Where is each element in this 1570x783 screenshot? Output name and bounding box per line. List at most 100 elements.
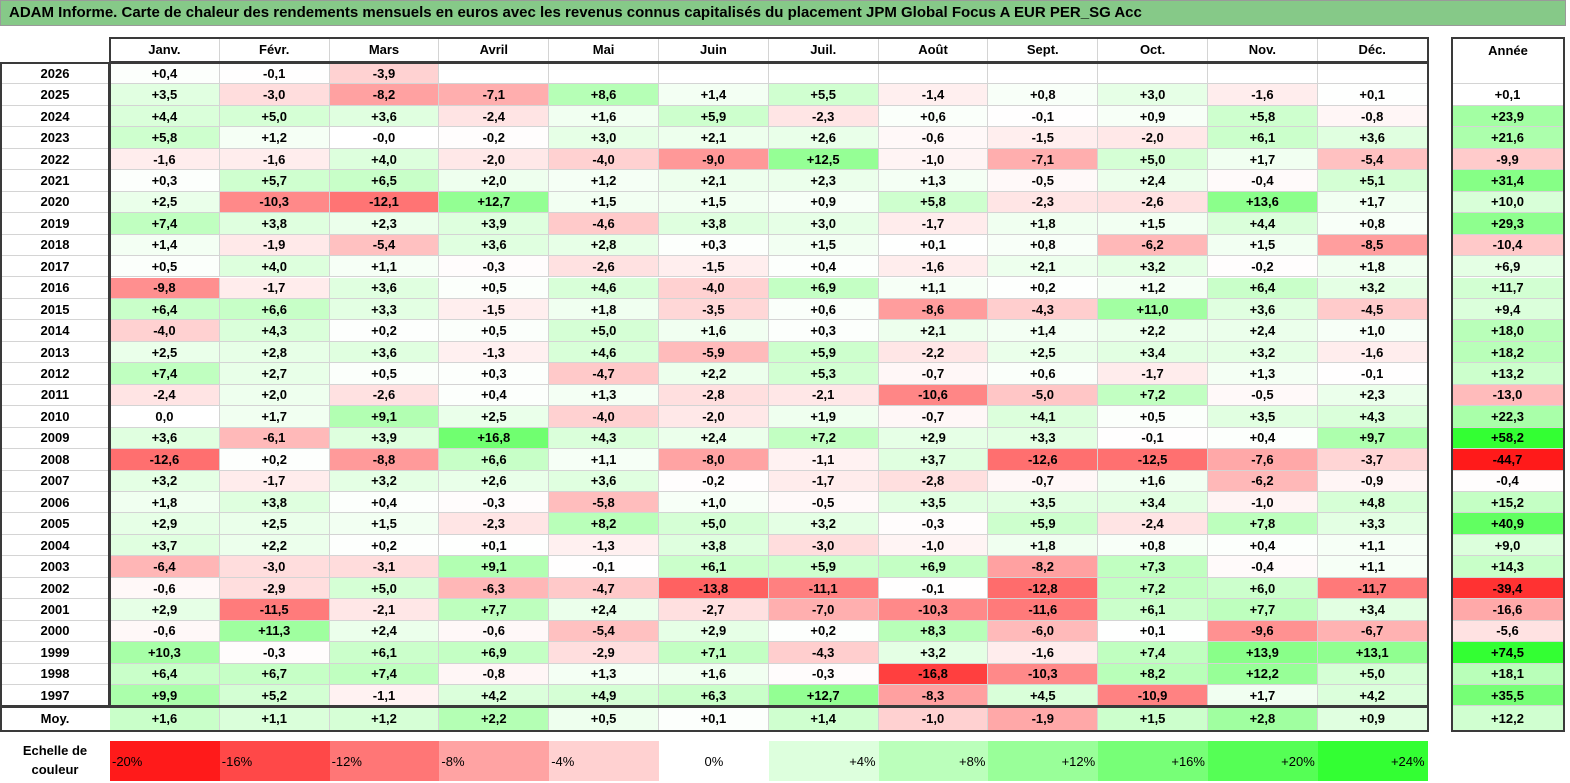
heatmap-cell: -6,7 bbox=[1317, 620, 1428, 643]
heatmap-cell: -6,3 bbox=[439, 577, 550, 600]
annual-cell: -39,4 bbox=[1452, 577, 1564, 600]
heatmap-cell: +4,6 bbox=[549, 341, 659, 364]
heatmap-cell: -8,5 bbox=[1317, 234, 1428, 257]
heatmap-cell: -10,9 bbox=[1098, 685, 1208, 707]
heatmap-cell: +0,5 bbox=[1098, 406, 1208, 428]
heatmap-cell: -5,4 bbox=[1317, 148, 1428, 171]
year-label: 2008 bbox=[2, 449, 108, 471]
heatmap-cell: +0,2 bbox=[329, 320, 440, 342]
heatmap-cell: +1,4 bbox=[988, 320, 1099, 342]
heatmap-cell: +3,2 bbox=[110, 470, 220, 492]
heatmap-cell: +0,1 bbox=[1317, 84, 1428, 106]
annual-cell: +14,3 bbox=[1452, 556, 1564, 578]
year-label: 2011 bbox=[2, 385, 108, 407]
heatmap-cell bbox=[439, 63, 550, 85]
heatmap-cell: -0,1 bbox=[1317, 363, 1428, 385]
heatmap-cell: +3,5 bbox=[988, 492, 1099, 514]
heatmap-cell: -6,1 bbox=[219, 427, 330, 450]
heatmap-cell: +1,8 bbox=[988, 534, 1099, 557]
legend-swatch: -16% bbox=[219, 741, 330, 781]
year-label: 2016 bbox=[2, 278, 108, 299]
heatmap-cell bbox=[659, 63, 769, 85]
heatmap-cell: -1,7 bbox=[219, 470, 330, 492]
chart-title: ADAM Informe. Carte de chaleur des rende… bbox=[9, 4, 1142, 21]
annual-cell: -16,6 bbox=[1452, 599, 1564, 621]
year-label: 1999 bbox=[2, 642, 108, 664]
legend-swatch: -20% bbox=[110, 741, 220, 781]
heatmap-cell: +12,7 bbox=[439, 191, 550, 214]
month-header: Juin bbox=[659, 38, 769, 62]
heatmap-cell: +2,2 bbox=[219, 534, 330, 557]
heatmap-cell: +7,3 bbox=[1098, 556, 1208, 578]
heatmap-cell: -5,8 bbox=[549, 492, 659, 514]
heatmap-cell: +5,3 bbox=[768, 363, 879, 385]
heatmap-cell: -0,1 bbox=[988, 105, 1099, 128]
heatmap-cell: +4,5 bbox=[988, 685, 1099, 707]
heatmap-cell: +9,1 bbox=[329, 406, 440, 428]
month-header: Juil. bbox=[768, 38, 879, 62]
heatmap-cell: -0,2 bbox=[659, 470, 769, 492]
heatmap-cell: +3,4 bbox=[1098, 341, 1208, 364]
heatmap-cell: -6,2 bbox=[1098, 234, 1208, 257]
annual-cell: +6,9 bbox=[1452, 256, 1564, 278]
heatmap-cell: +5,0 bbox=[329, 577, 440, 600]
heatmap-cell bbox=[768, 63, 879, 85]
heatmap-cell: +2,6 bbox=[768, 127, 879, 149]
heatmap-cell: +7,2 bbox=[1098, 577, 1208, 600]
heatmap-cell: -3,1 bbox=[329, 556, 440, 578]
heatmap-cell: +3,6 bbox=[439, 234, 550, 257]
year-label: 2019 bbox=[2, 213, 108, 235]
heatmap-cell: +8,6 bbox=[549, 84, 659, 106]
year-label: 2017 bbox=[2, 256, 108, 278]
heatmap-cell: -0,1 bbox=[878, 577, 989, 600]
heatmap-cell: +1,8 bbox=[110, 492, 220, 514]
heatmap-cell: +2,5 bbox=[219, 513, 330, 535]
heatmap-cell bbox=[1098, 63, 1208, 85]
heatmap-cell: +6,4 bbox=[110, 298, 220, 321]
annual-cell: +18,2 bbox=[1452, 341, 1564, 364]
legend-swatch: +12% bbox=[988, 741, 1099, 781]
heatmap-cell: +3,6 bbox=[329, 341, 440, 364]
heatmap-cell: +1,2 bbox=[549, 170, 659, 192]
heatmap-cell: +3,8 bbox=[219, 492, 330, 514]
heatmap-cell: -0,5 bbox=[1208, 384, 1318, 407]
heatmap-cell: +4,2 bbox=[1317, 685, 1428, 707]
heatmap-cell: -1,5 bbox=[659, 256, 769, 278]
heatmap-cell: +0,8 bbox=[988, 234, 1099, 257]
heatmap-cell: +11,0 bbox=[1098, 298, 1208, 321]
average-cell: +1,2 bbox=[329, 706, 440, 731]
heatmap-cell: +0,6 bbox=[988, 363, 1099, 385]
heatmap-cell: -1,7 bbox=[1098, 363, 1208, 385]
heatmap-cell: +0,9 bbox=[1098, 105, 1208, 128]
heatmap-cell: -1,3 bbox=[439, 341, 550, 364]
heatmap-cell: -0,3 bbox=[878, 513, 989, 535]
heatmap-cell: +3,0 bbox=[549, 127, 659, 149]
legend-swatch: 0% bbox=[659, 741, 769, 781]
legend-swatch: +4% bbox=[768, 741, 879, 781]
annual-cell: +22,3 bbox=[1452, 406, 1564, 428]
year-label: 2026 bbox=[2, 63, 108, 85]
heatmap-cell: -0,6 bbox=[878, 127, 989, 149]
heatmap-cell: -0,4 bbox=[1208, 556, 1318, 578]
heatmap-cell: -7,0 bbox=[768, 599, 879, 621]
year-label: 2014 bbox=[2, 320, 108, 342]
heatmap-cell: +3,3 bbox=[1317, 513, 1428, 535]
heatmap-cell: +5,2 bbox=[219, 685, 330, 707]
year-label: 2022 bbox=[2, 149, 108, 171]
heatmap-cell: +4,0 bbox=[219, 256, 330, 278]
heatmap-cell: +1,3 bbox=[1208, 363, 1318, 385]
heatmap-cell: +5,5 bbox=[768, 84, 879, 106]
heatmap-cell: +7,2 bbox=[1098, 384, 1208, 407]
heatmap-cell: +3,2 bbox=[329, 470, 440, 492]
average-label: Moy. bbox=[40, 711, 70, 726]
heatmap-cell: -1,7 bbox=[219, 277, 330, 299]
heatmap-cell: +2,4 bbox=[1098, 170, 1208, 192]
heatmap-cell: -8,8 bbox=[329, 449, 440, 471]
heatmap-cell: +1,0 bbox=[659, 492, 769, 514]
heatmap-cell: +1,7 bbox=[219, 406, 330, 428]
heatmap-cell: +2,4 bbox=[329, 620, 440, 643]
heatmap-cell: -7,1 bbox=[988, 148, 1099, 171]
heatmap-cell: +0,4 bbox=[110, 63, 220, 85]
annual-cell: +29,3 bbox=[1452, 213, 1564, 235]
heatmap-cell: +3,8 bbox=[659, 213, 769, 235]
